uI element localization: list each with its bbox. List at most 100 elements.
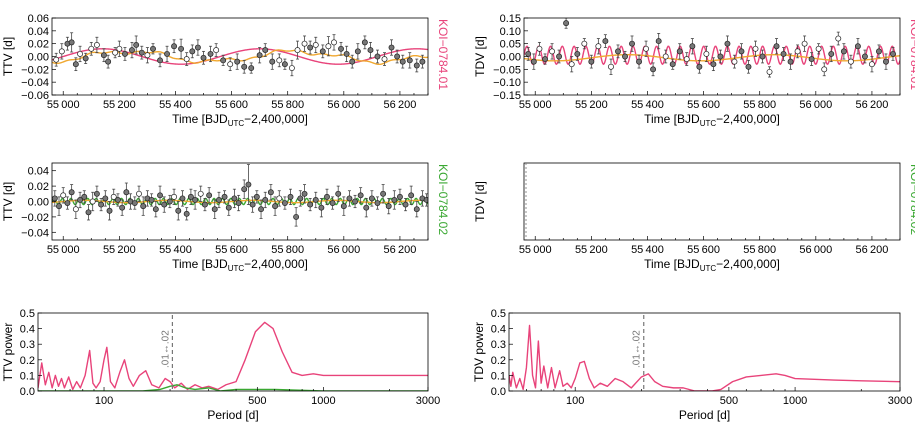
- x-axis-label: Time [BJDUTC−2,400,000]: [172, 112, 308, 128]
- y-tick-label: 0.2: [20, 355, 35, 367]
- y-axis-label: TDV power: [472, 322, 486, 382]
- data-point: [129, 47, 135, 54]
- y-axis-label: TDV [d]: [473, 36, 487, 77]
- y-tick-label: −0.04: [21, 227, 49, 239]
- planet-label: KOI−0784.02: [436, 164, 450, 235]
- data-point: [225, 204, 232, 211]
- data-point: [724, 40, 731, 47]
- data-point: [318, 204, 325, 211]
- x-tick-label: 55 800: [271, 99, 304, 111]
- data-point: [374, 200, 381, 206]
- data-point: [542, 56, 548, 63]
- data-point: [828, 50, 835, 57]
- x-tick-label: 55 400: [159, 99, 192, 111]
- data-point: [821, 66, 828, 73]
- axes-frame: [37, 312, 429, 392]
- data-point: [68, 189, 75, 196]
- data-point: [140, 203, 147, 210]
- panel-tdv-b: 55 000 55 200 55 400 55 600 55 800 56 000 56 2…: [473, 13, 915, 128]
- y-tick-label: −0.02: [21, 212, 49, 224]
- y-tick-label: 0.0: [491, 386, 506, 398]
- x-tick-label: 100: [95, 395, 113, 407]
- data-point: [106, 207, 113, 214]
- data-point: [119, 204, 126, 211]
- y-tick-label: −0.15: [493, 90, 521, 102]
- data-point: [262, 47, 269, 54]
- y-tick-label: 0.10: [500, 26, 521, 38]
- x-axis-label-main: Time [BJD: [644, 257, 700, 271]
- data-point: [408, 192, 415, 199]
- data-point: [211, 206, 218, 213]
- data-point: [391, 197, 398, 203]
- data-point: [171, 43, 178, 50]
- data-point: [179, 195, 186, 202]
- data-point: [253, 193, 260, 200]
- axes-frame: [523, 162, 901, 241]
- data-point: [100, 52, 107, 59]
- y-tick-label: 0.02: [28, 39, 49, 51]
- planet-label: KOI−0784.01: [908, 19, 915, 90]
- data-point: [88, 45, 95, 52]
- data-point: [615, 48, 621, 55]
- data-point: [307, 201, 314, 208]
- x-tick-label: 55 200: [103, 244, 136, 256]
- y-tick-label: 0.5: [20, 308, 35, 320]
- panel-tdv-power: .01↔.02 100 500 1000 3000 0.0 0.1 0.2 0.3 0.4 0.5 T…: [472, 308, 912, 422]
- y-tick-label: 0.4: [491, 324, 506, 336]
- plot-area: [52, 32, 428, 77]
- y-tick-label: 0.4: [20, 324, 35, 336]
- data-point: [98, 201, 105, 208]
- y-tick-label: 0.04: [28, 166, 49, 178]
- data-point: [352, 198, 358, 205]
- data-point: [745, 63, 752, 70]
- data-point: [530, 58, 537, 65]
- data-point: [241, 63, 248, 70]
- data-point: [82, 55, 89, 62]
- x-tick-label: 55 800: [743, 99, 776, 111]
- data-point: [116, 45, 123, 52]
- data-point: [815, 45, 822, 52]
- y-tick-label: 0.2: [491, 355, 506, 367]
- data-point: [588, 58, 595, 65]
- data-point: [249, 201, 256, 208]
- x-axis-label-tail: −2,400,000]: [716, 112, 780, 126]
- data-point: [354, 48, 361, 55]
- data-point: [114, 197, 121, 203]
- x-tick-label: 56 200: [856, 99, 889, 111]
- x-axis-label: Time [BJDUTC−2,400,000]: [172, 257, 308, 273]
- data-point: [287, 193, 294, 200]
- data-point: [297, 195, 304, 202]
- data-point: [581, 40, 588, 47]
- data-point: [669, 61, 676, 68]
- x-axis-label-sub: UTC: [228, 264, 245, 273]
- y-tick-label: 0.00: [28, 197, 49, 209]
- x-tick-label: 3000: [888, 395, 912, 407]
- data-point: [200, 54, 207, 61]
- power-curve-0: [38, 321, 428, 391]
- y-tick-label: 0.00: [500, 52, 521, 64]
- x-tick-label: 55 600: [215, 244, 248, 256]
- data-point: [307, 44, 314, 51]
- data-point: [835, 35, 842, 42]
- data-point: [419, 58, 426, 65]
- data-point: [890, 50, 896, 57]
- data-point: [738, 48, 745, 55]
- panel-ttv-power: .01↔.02 100 500 1000 3000 0.0 0.1 0.2 0.3 0.4 0.5 T…: [1, 308, 440, 422]
- data-point: [227, 61, 234, 68]
- data-point: [144, 52, 151, 59]
- data-point: [53, 56, 60, 63]
- data-point: [294, 47, 301, 54]
- data-point: [374, 53, 381, 60]
- data-point: [102, 195, 109, 202]
- data-point: [406, 57, 413, 64]
- data-point: [72, 206, 79, 213]
- data-point: [201, 201, 208, 208]
- plot-area: [524, 18, 900, 78]
- data-point: [262, 197, 269, 203]
- data-point: [138, 49, 145, 56]
- data-point: [206, 192, 213, 199]
- data-point: [399, 58, 406, 65]
- data-point: [93, 42, 100, 48]
- data-point: [703, 50, 710, 57]
- data-point: [189, 48, 196, 55]
